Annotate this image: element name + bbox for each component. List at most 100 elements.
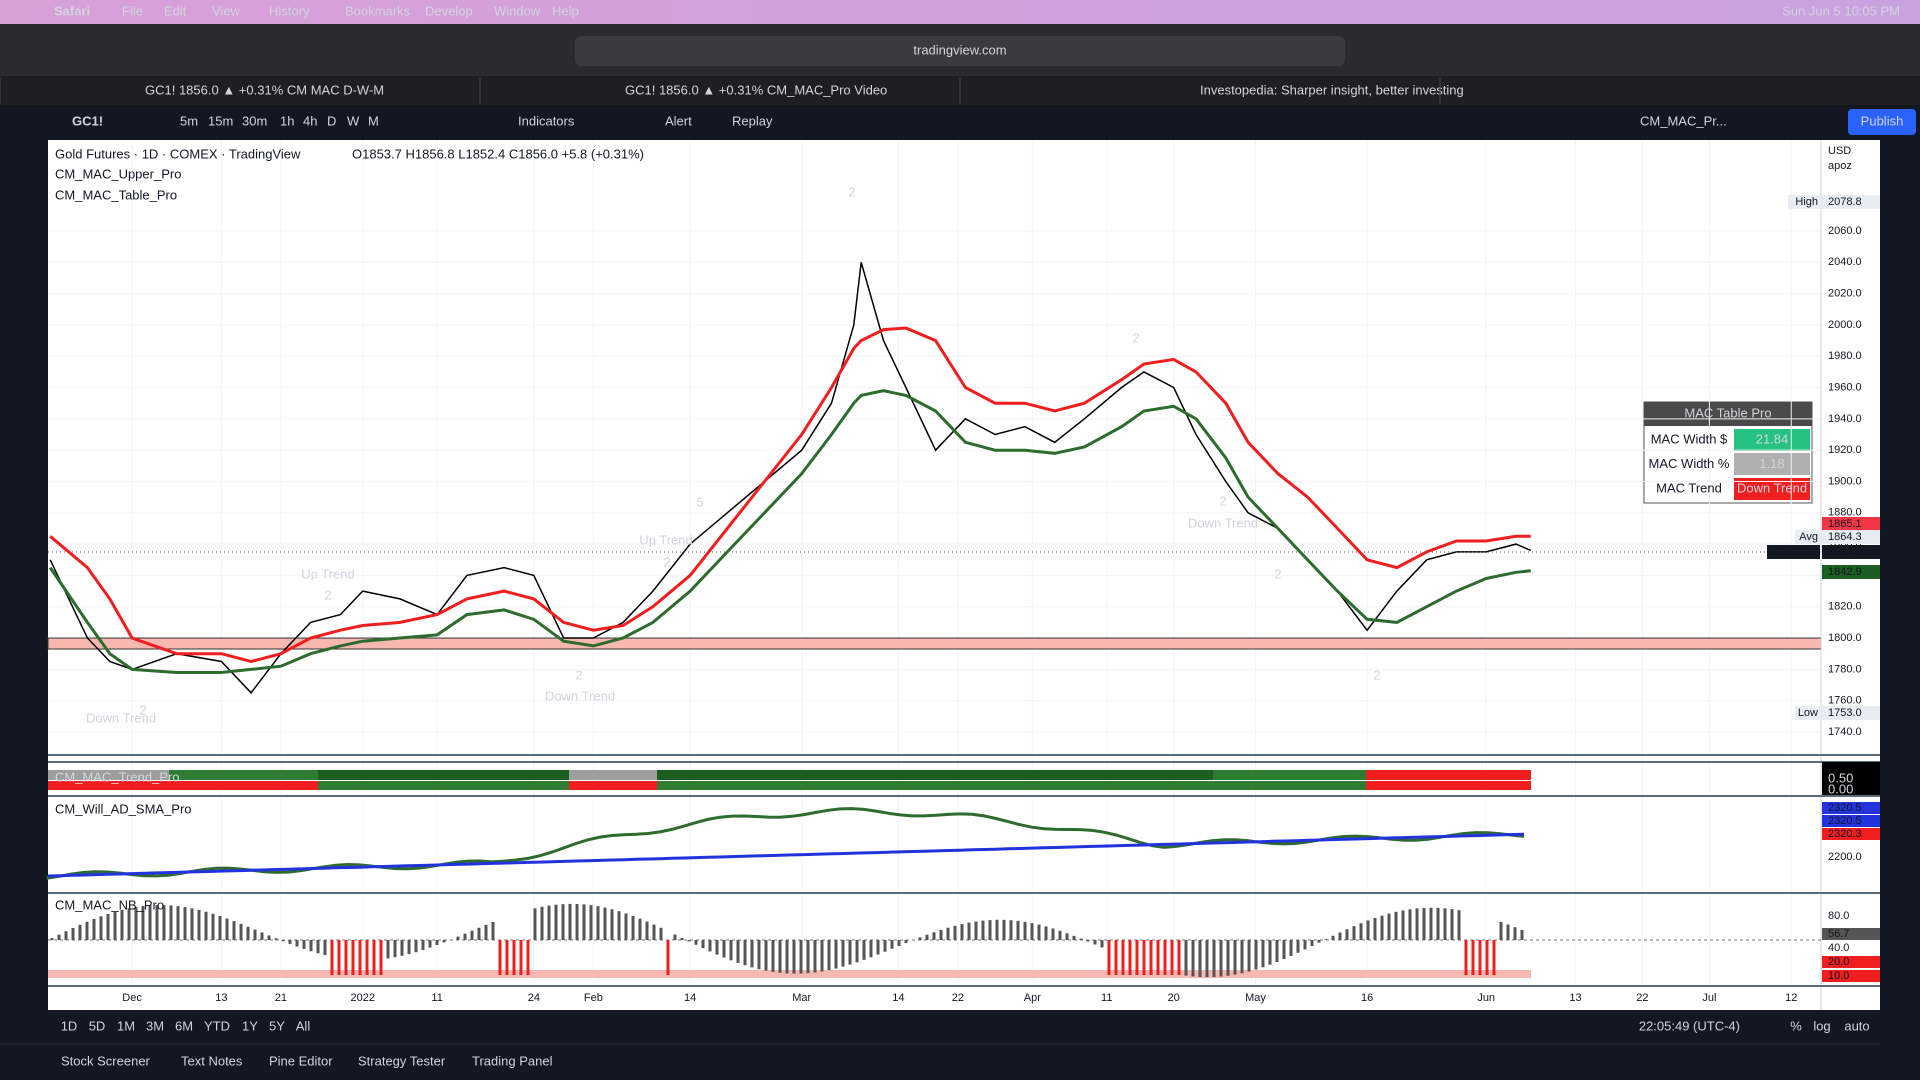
y-tick-label: 1760.0	[1828, 695, 1862, 707]
annotation: 2	[1219, 493, 1226, 508]
table-key: MAC Width $	[1651, 431, 1728, 446]
bottom-tab[interactable]: Text Notes	[181, 1053, 243, 1068]
table-value: 21.84	[1756, 431, 1789, 446]
series-line	[48, 389, 1531, 674]
price-tag-text: 18:54:10	[1828, 546, 1871, 558]
price-tag	[1822, 517, 1880, 531]
tag-label-bg	[1788, 195, 1820, 209]
trend-segment	[1213, 770, 1366, 780]
panel-scale: 56.7	[1828, 928, 1849, 940]
interval[interactable]: 15m	[208, 113, 233, 128]
panel-scale: 2200.0	[1828, 851, 1862, 863]
menu-item[interactable]: Bookmarks	[345, 3, 411, 18]
range-button[interactable]: All	[296, 1018, 311, 1033]
scale-option[interactable]: auto	[1844, 1018, 1869, 1033]
bottom-tab[interactable]: Pine Editor	[269, 1053, 333, 1068]
panel-scale: 80.0	[1828, 910, 1849, 922]
interval[interactable]: M	[368, 113, 379, 128]
panel-scale: 0.50	[1828, 770, 1853, 785]
legend-title: Gold Futures · 1D · COMEX · TradingView	[55, 146, 301, 161]
annotation: Down Trend	[545, 688, 615, 703]
toolbar-button[interactable]: Alert	[665, 113, 692, 128]
y-tick-label: 2060.0	[1828, 225, 1862, 237]
trend-segment	[1213, 781, 1366, 790]
tab[interactable]: Investopedia: Sharper insight, better in…	[1200, 82, 1464, 97]
menu-item[interactable]: File	[122, 3, 143, 18]
menu-item[interactable]: Edit	[164, 3, 187, 18]
scale-tag	[1822, 970, 1880, 982]
menu-item[interactable]: Develop	[425, 3, 473, 18]
range-button[interactable]: 5D	[89, 1018, 106, 1033]
interval[interactable]: W	[347, 113, 360, 128]
tab[interactable]: GC1! 1856.0 ▲ +0.31% CM MAC D-W-M	[145, 82, 384, 97]
mac-table-header	[1644, 402, 1812, 426]
panel-scale: 2320.5	[1828, 802, 1862, 814]
menu-item[interactable]: History	[269, 3, 310, 18]
publish[interactable]: Publish	[1861, 113, 1904, 128]
range-button[interactable]: 5Y	[269, 1018, 285, 1033]
range-button[interactable]: 1D	[61, 1018, 78, 1033]
unit: apoz	[1828, 160, 1852, 172]
scale-option[interactable]: %	[1790, 1018, 1802, 1033]
interval[interactable]: 4h	[303, 113, 317, 128]
menu-item[interactable]: Window	[494, 3, 541, 18]
tab[interactable]: GC1! 1856.0 ▲ +0.31% CM_MAC_Pro Video	[625, 82, 887, 97]
annotation: Up Trend	[301, 566, 354, 581]
x-tick-label: 11	[431, 992, 442, 1004]
range-button[interactable]: YTD	[204, 1018, 230, 1033]
x-tick-label: 2022	[350, 992, 374, 1004]
annotation: 2	[848, 184, 855, 199]
interval[interactable]: 5m	[180, 113, 198, 128]
range-button[interactable]: 1Y	[242, 1018, 258, 1033]
range-button[interactable]: 1M	[117, 1018, 135, 1033]
annotation: 2	[139, 702, 146, 717]
scale-tag	[1822, 815, 1880, 827]
price-tag-text: 1842.9	[1828, 566, 1862, 578]
x-tick-label: 13	[1569, 992, 1581, 1004]
y-tick-label: 2000.0	[1828, 319, 1862, 331]
tag-label-bg	[1767, 545, 1820, 559]
y-tick-label: 1780.0	[1828, 663, 1862, 675]
bottom-tab[interactable]: Trading Panel	[472, 1053, 553, 1068]
price-tag-label: Low	[1798, 707, 1818, 719]
interval[interactable]: 1h	[280, 113, 294, 128]
toolbar-button[interactable]: Indicators	[518, 113, 575, 128]
indicator-name: CM_MAC_Table_Pro	[55, 187, 177, 202]
clock-tv: 22:05:49 (UTC-4)	[1639, 1018, 1740, 1033]
x-tick-label: 24	[528, 992, 540, 1004]
trend-segment	[657, 781, 1213, 790]
toolbar-button[interactable]: Replay	[732, 113, 773, 128]
trend-segment	[318, 770, 569, 780]
table-value: 1.18	[1759, 456, 1784, 471]
menu-item[interactable]: Help	[552, 3, 579, 18]
trend-segment	[1366, 781, 1531, 790]
bottom-bar	[0, 1010, 1880, 1080]
panel-scale: 10.0	[1828, 970, 1849, 982]
menu-item[interactable]: View	[212, 3, 241, 18]
range-button[interactable]: 6M	[175, 1018, 193, 1033]
publish-button[interactable]	[1848, 109, 1916, 135]
interval[interactable]: D	[327, 113, 336, 128]
bottom-tab[interactable]: Stock Screener	[61, 1053, 151, 1068]
annotation: 2	[1132, 330, 1139, 345]
x-tick-label: 22	[952, 992, 964, 1004]
bottom-tab[interactable]: Strategy Tester	[358, 1053, 446, 1068]
app-menu: Safari	[54, 3, 90, 18]
scale-bg	[1822, 762, 1880, 795]
trend-segment	[569, 781, 657, 790]
x-tick-label: Dec	[122, 992, 142, 1004]
scale-tag	[1822, 802, 1880, 814]
range-button[interactable]: 3M	[146, 1018, 164, 1033]
right-sidebar	[1880, 140, 1920, 1080]
interval[interactable]: 30m	[242, 113, 267, 128]
indicator-name: CM_MAC_Upper_Pro	[55, 166, 181, 181]
annotation: 5	[696, 494, 703, 509]
ad-sma	[47, 832, 1525, 878]
layout-name[interactable]: CM_MAC_Pr...	[1640, 113, 1727, 128]
address-bar[interactable]	[575, 36, 1345, 66]
scale-option[interactable]: log	[1813, 1018, 1830, 1033]
price-tag	[1822, 195, 1880, 209]
y-tick-label: 2020.0	[1828, 287, 1862, 299]
